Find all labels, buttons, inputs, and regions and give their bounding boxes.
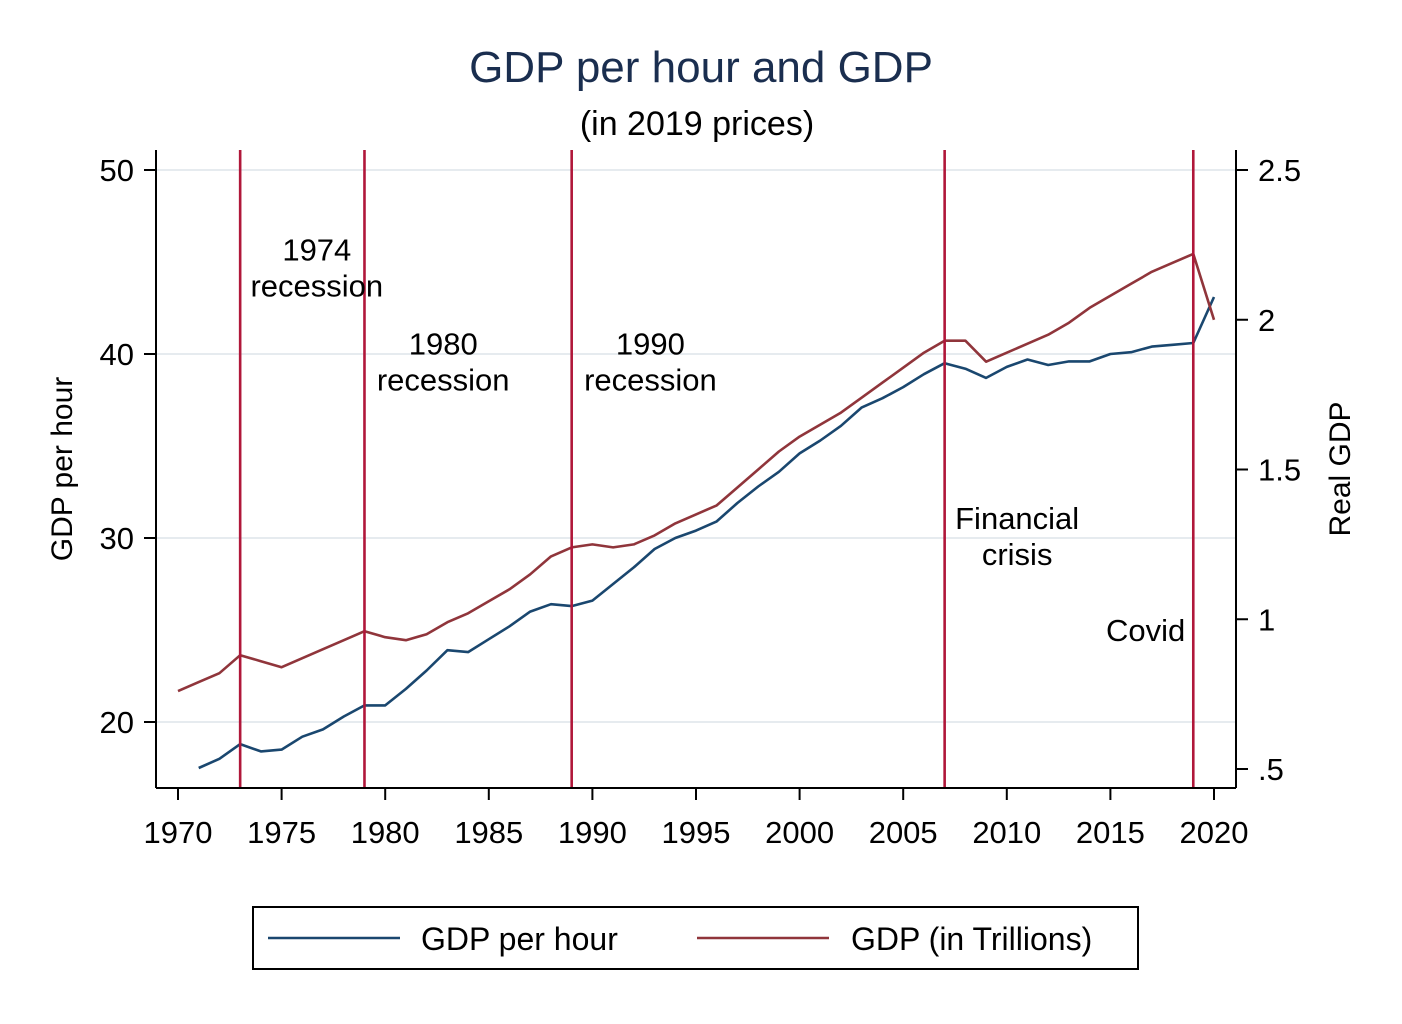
y-right-tick-label: .5 <box>1258 752 1284 787</box>
x-tick-label: 2005 <box>869 815 938 850</box>
series-line-gdp-per-hour <box>198 296 1216 770</box>
x-tick-label: 1980 <box>351 815 420 850</box>
annotation-label: Financial <box>955 501 1079 536</box>
y-left-tick-label: 20 <box>100 705 134 740</box>
annotation-label: Covid <box>1106 613 1185 648</box>
x-tick-label: 1975 <box>247 815 316 850</box>
annotations: 1974recession1980recession1990recessionF… <box>250 233 1185 648</box>
legend-label-gdp-per-hour: GDP per hour <box>421 921 618 957</box>
y-right-tick-label: 2.5 <box>1258 153 1301 188</box>
legend: GDP per hour GDP (in Trillions) <box>252 906 1139 970</box>
chart-subtitle: (in 2019 prices) <box>580 105 814 143</box>
legend-box <box>252 906 1139 970</box>
y-left-tick-label: 30 <box>100 521 134 556</box>
axes: 1970 1975 1980 1985 1990 1995 2000 2005 2010 2015… <box>100 150 1301 850</box>
gridlines <box>156 169 1236 723</box>
annotation-label: 1974 <box>282 233 351 268</box>
annotation-label: recession <box>250 269 383 304</box>
x-tick-label: 2020 <box>1180 815 1249 850</box>
recession-lines <box>238 150 1195 788</box>
y-left-tick-label: 40 <box>100 337 134 372</box>
y-right-tick-label: 1.5 <box>1258 453 1301 488</box>
x-tick-label: 2000 <box>765 815 834 850</box>
y-axis-left-label: GDP per hour <box>46 377 79 562</box>
series-line-gdp-trillions <box>177 252 1216 693</box>
y-left-tick-label: 50 <box>100 153 134 188</box>
annotation-label: crisis <box>982 537 1053 572</box>
series-lines <box>177 252 1216 770</box>
annotation-label: 1990 <box>616 326 685 361</box>
y-axis-right-label: Real GDP <box>1324 401 1357 536</box>
annotation-label: 1980 <box>409 326 478 361</box>
y-right-tick-label: 2 <box>1258 303 1275 338</box>
y-right-tick-label: 1 <box>1258 602 1275 637</box>
x-tick-label: 1990 <box>558 815 627 850</box>
chart-title: GDP per hour and GDP <box>469 43 933 92</box>
x-tick-label: 1995 <box>662 815 731 850</box>
x-tick-label: 1985 <box>454 815 523 850</box>
x-tick-label: 2010 <box>972 815 1041 850</box>
x-tick-label: 2015 <box>1076 815 1145 850</box>
annotation-label: recession <box>377 362 510 397</box>
annotation-label: recession <box>584 362 717 397</box>
x-tick-label: 1970 <box>144 815 213 850</box>
legend-label-gdp-trillions: GDP (in Trillions) <box>851 921 1092 957</box>
